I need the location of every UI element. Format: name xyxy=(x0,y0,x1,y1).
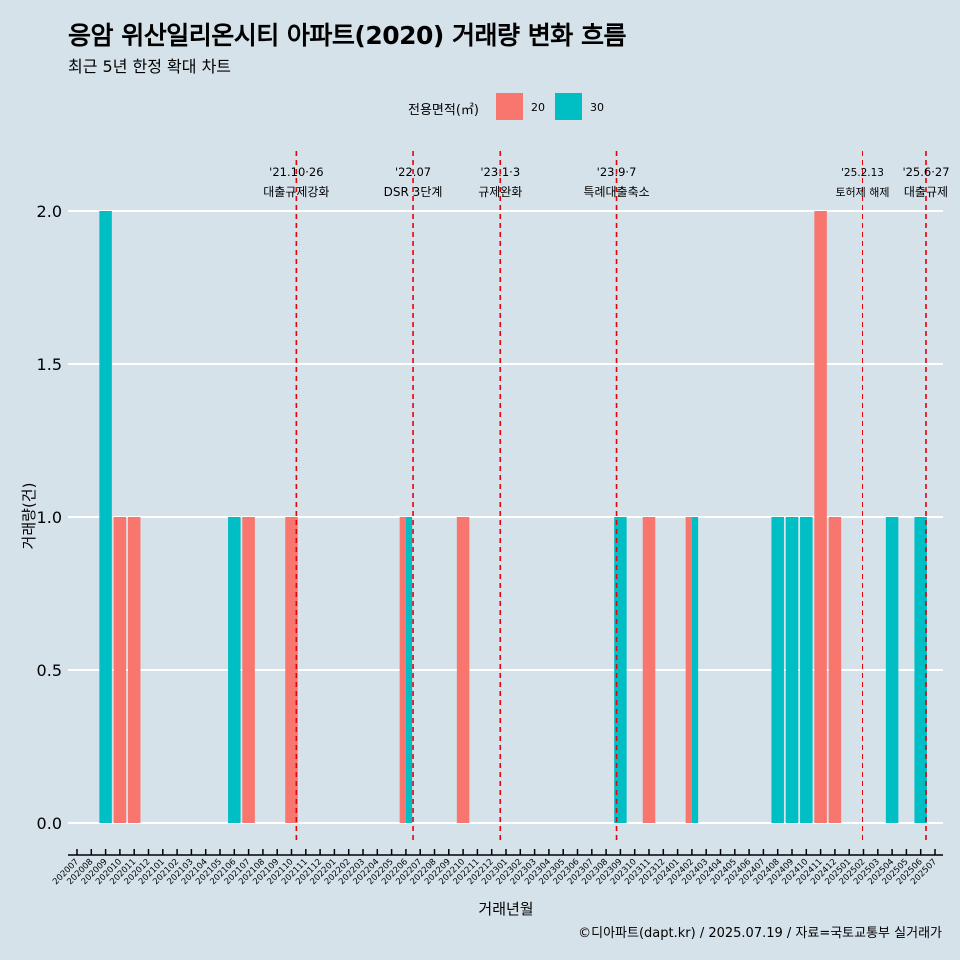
chart-subtitle: 최근 5년 한정 확대 차트 xyxy=(68,57,232,76)
y-tick-label: 1.5 xyxy=(37,355,62,374)
event-date-label: '25.6·27 xyxy=(902,165,949,179)
bar-30-202106 xyxy=(228,517,241,823)
bar-30-202504 xyxy=(885,517,899,823)
y-tick-label: 2.0 xyxy=(37,202,62,221)
y-tick-label: 0.5 xyxy=(37,661,62,680)
bar-30-202402 xyxy=(691,517,699,823)
event-name-label: 대출규제강화 xyxy=(263,185,329,199)
x-axis-title: 거래년월 xyxy=(478,900,533,918)
bar-20-202411 xyxy=(814,211,827,823)
bar-20-202206 xyxy=(399,517,406,823)
legend-label-30: 30 xyxy=(590,101,604,114)
bar-30-202409 xyxy=(785,517,799,823)
event-date-label: '21.10·26 xyxy=(269,165,323,179)
chart-title: 응암 위산일리온시티 아파트(2020) 거래량 변화 흐름 xyxy=(68,21,626,50)
bar-30-202410 xyxy=(800,517,813,823)
legend: 전용면적(㎡) 20 30 xyxy=(0,92,960,122)
bar-20-202311 xyxy=(642,517,656,823)
event-name-label: 토허제 해제 xyxy=(835,185,889,199)
event-date-label: '22.07 xyxy=(395,165,431,179)
bar-30-202506 xyxy=(914,517,927,823)
bar-30-202009 xyxy=(99,211,112,823)
legend-swatch-30 xyxy=(555,93,582,120)
legend-swatch-20 xyxy=(496,93,523,120)
event-name-label: DSR 3단계 xyxy=(384,185,443,199)
legend-title: 전용면적(㎡) xyxy=(408,103,479,118)
legend-label-20: 20 xyxy=(531,101,545,114)
event-name-label: 특례대출축소 xyxy=(583,185,649,199)
bar-30-202408 xyxy=(771,517,784,823)
bar-30-202309 xyxy=(614,517,627,823)
bar-20-202210 xyxy=(456,517,470,823)
bar-20-202412 xyxy=(828,517,842,823)
y-tick-label: 1.0 xyxy=(37,508,62,527)
event-date-label: '23.1·3 xyxy=(480,165,520,179)
y-axis-title: 거래량(건) xyxy=(20,483,38,550)
event-date-label: '23.9·7 xyxy=(597,165,637,179)
event-name-label: 규제완화 xyxy=(478,185,522,199)
bar-20-202107 xyxy=(242,517,255,823)
event-name-label: 대출규제 xyxy=(904,185,948,199)
event-date-label: '25.2.13 xyxy=(841,167,884,179)
bar-20-202110 xyxy=(285,517,298,823)
bar-30-202206 xyxy=(405,517,413,823)
bar-20-202402 xyxy=(685,517,692,823)
bar-20-202011 xyxy=(127,517,141,823)
y-tick-label: 0.0 xyxy=(37,814,62,833)
caption: ©디아파트(dapt.kr) / 2025.07.19 / 자료=국토교통부 실… xyxy=(578,926,942,941)
bar-20-202010 xyxy=(113,517,127,823)
